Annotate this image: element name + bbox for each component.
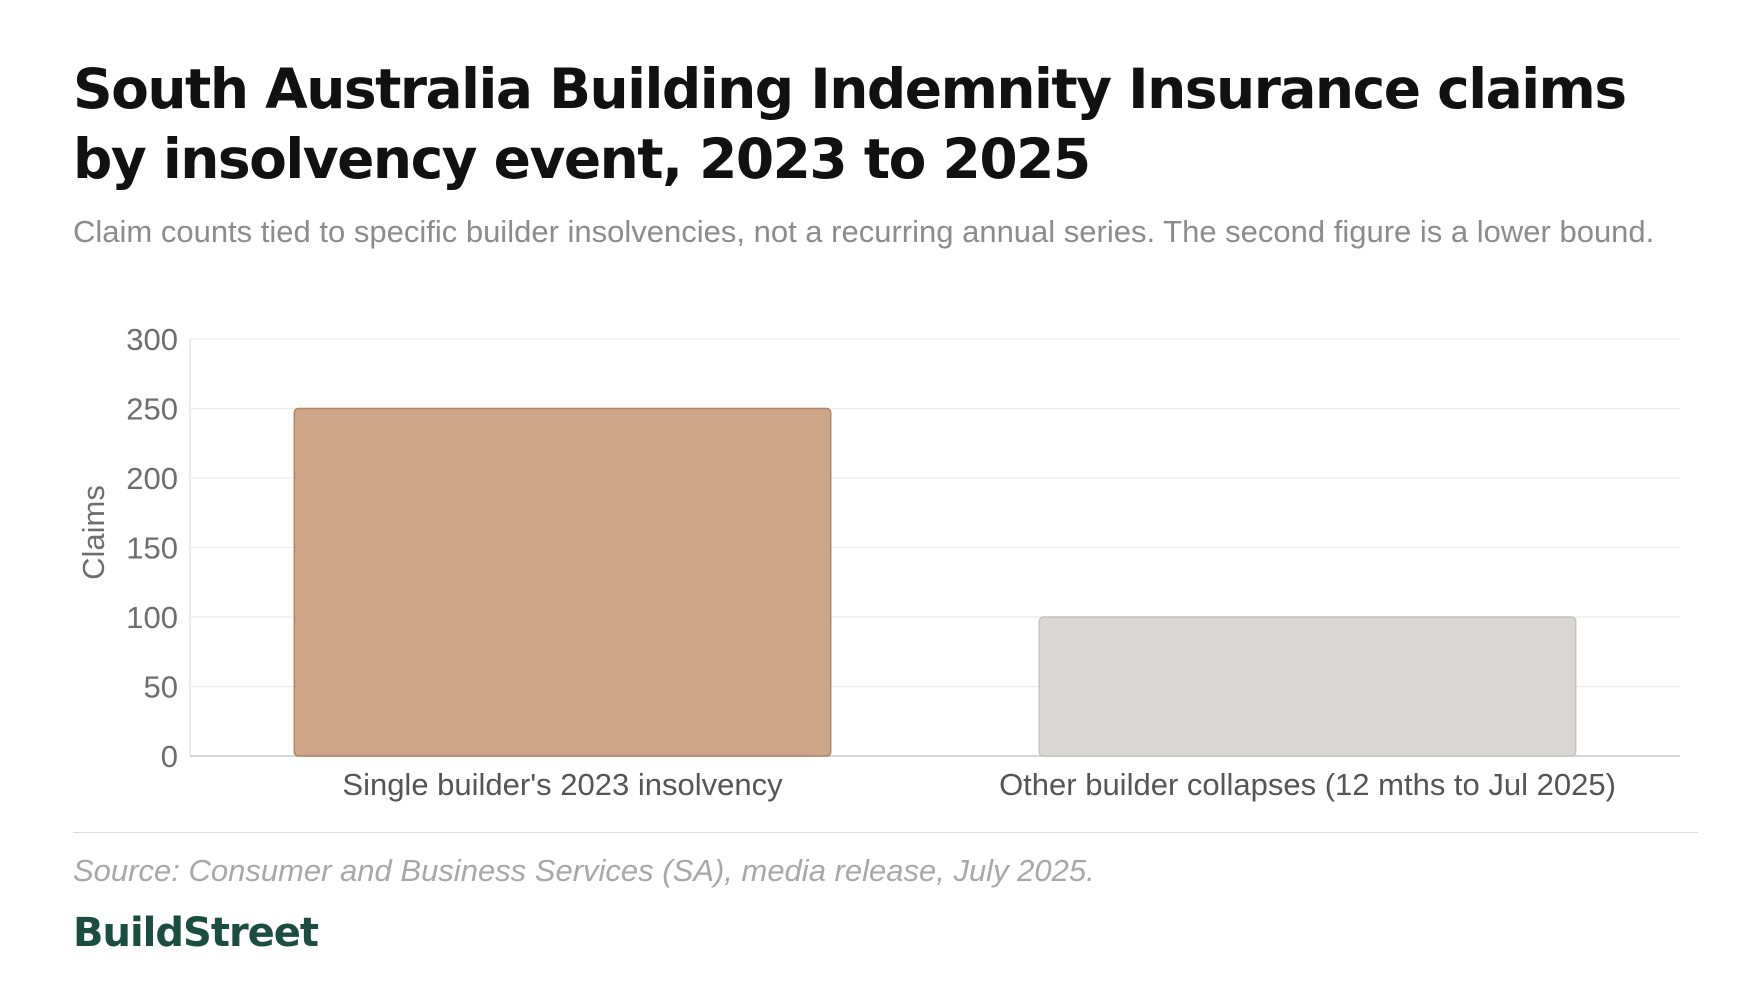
y-tick-label: 250: [126, 392, 178, 427]
x-tick-label: Single builder's 2023 insolvency: [342, 767, 783, 802]
footer-divider: [73, 832, 1698, 833]
chart-subtitle: Claim counts tied to specific builder in…: [73, 214, 1655, 249]
bar-1: [293, 407, 832, 757]
y-tick-label: 0: [161, 739, 178, 774]
y-tick-label: 50: [144, 670, 178, 705]
y-axis-label: Claims: [76, 485, 111, 580]
y-tick-label: 100: [126, 600, 178, 635]
x-tick-labels: Single builder's 2023 insolvency Other bu…: [342, 767, 1616, 802]
source-note: Source: Consumer and Business Services (…: [73, 853, 1095, 888]
bars: [293, 407, 1577, 757]
y-tick-labels: 0 50 100 150 200 250 300: [126, 322, 178, 774]
bar-2: [1038, 616, 1577, 757]
brand-logo: BuildStreet: [73, 910, 319, 956]
x-tick-label: Other builder collapses (12 mths to Jul …: [999, 767, 1616, 802]
y-tick-label: 300: [126, 322, 178, 357]
y-tick-label: 150: [126, 531, 178, 566]
y-tick-label: 200: [126, 461, 178, 496]
chart-title: South Australia Building Indemnity Insur…: [73, 57, 1627, 191]
bar-chart: 0 50 100 150 200 250 300 Single builder's 2023…: [76, 322, 1680, 802]
